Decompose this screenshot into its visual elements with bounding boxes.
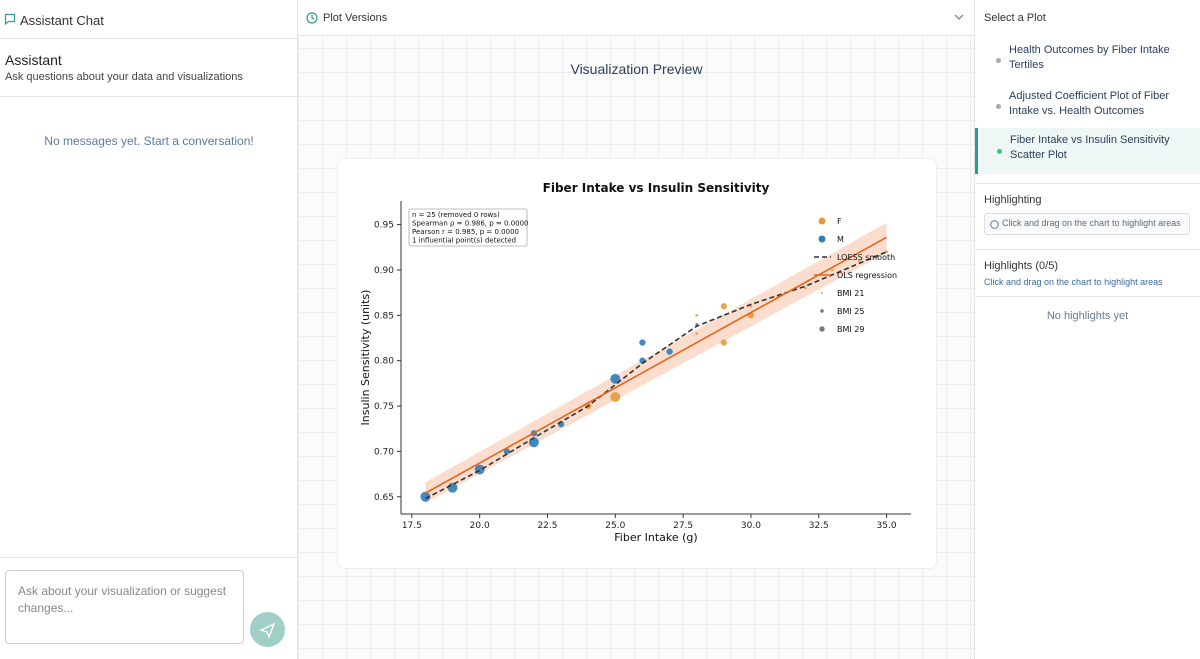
versions-header: Plot Versions	[323, 12, 388, 24]
data-point	[885, 250, 888, 254]
data-point	[830, 268, 834, 272]
legend-label: LOESS smooth	[837, 253, 895, 262]
plot-option[interactable]: Health Outcomes by Fiber Intake Tertiles	[975, 38, 1200, 82]
chevron	[954, 14, 964, 20]
y-tick-label: 0.80	[374, 357, 394, 367]
send-icon	[259, 622, 276, 639]
legend-size-marker	[819, 326, 825, 332]
y-tick-label: 0.85	[374, 311, 394, 321]
annotation-text: Pearson r = 0.985, p = 0.0000	[412, 228, 519, 236]
annotation-box	[408, 208, 528, 247]
message-input[interactable]: Ask about your visualization or suggest …	[5, 570, 244, 644]
trend-line	[425, 236, 887, 494]
legend-marker	[818, 217, 826, 225]
x-tick-label: 22.5	[537, 521, 557, 531]
legend-size-marker	[821, 292, 823, 294]
x-tick-label: 25.0	[605, 521, 625, 531]
legend-label: BMI 25	[837, 307, 864, 316]
chat-panel: Assistant Chat Assistant Ask questions a…	[0, 0, 298, 659]
data-point	[695, 323, 699, 326]
data-point	[610, 373, 621, 384]
confidence-band	[425, 222, 887, 504]
highlighting-hint: Click and drag on the chart to highlight…	[1002, 218, 1181, 228]
x-tick-label: 32.5	[809, 521, 829, 531]
x-tick-label: 35.0	[877, 521, 897, 531]
highlighting-hint-box: Click and drag on the chart to highlight…	[984, 213, 1190, 235]
data-point	[803, 286, 807, 290]
data-point	[447, 482, 458, 493]
status-dot	[996, 104, 1001, 109]
legend-label: BMI 21	[837, 289, 864, 298]
data-point	[695, 313, 699, 317]
y-axis-label: Insulin Sensitivity (units)	[359, 290, 372, 426]
chart-card: Fiber Intake vs Insulin Sensitivity 17.5 2…	[337, 158, 937, 569]
legend-label: F	[837, 217, 842, 226]
y-tick-label: 0.90	[374, 266, 394, 276]
y-tick-label: 0.75	[374, 402, 394, 412]
chart: Fiber Intake vs Insulin Sensitivity 17.5 2…	[359, 181, 911, 544]
highlights-title: Highlights (0/5)	[984, 260, 1058, 272]
data-point	[720, 339, 727, 346]
assistant-subtitle: Ask questions about your data and visual…	[5, 71, 243, 83]
annotation-text: n = 25 (removed 0 rows)	[412, 211, 500, 219]
x-axis-label: Fiber Intake (g)	[614, 531, 697, 544]
highlights-hint: Click and drag on the chart to highlight…	[984, 277, 1163, 287]
selector-title: Select a Plot	[984, 12, 1046, 24]
data-point	[503, 448, 510, 455]
info-icon	[990, 220, 999, 229]
preview-panel: Plot Versions Visualization Preview Fibe…	[298, 0, 975, 659]
assistant-title: Assistant	[5, 52, 62, 68]
data-point	[610, 392, 621, 402]
x-tick-label: 30.0	[741, 521, 761, 531]
empty-message: No messages yet. Start a conversation!	[44, 134, 254, 148]
plot-selector: Select a Plot Health Outcomes by Fiber I…	[975, 0, 1200, 659]
annotation-text: Spearman ρ = 0.986, p = 0.0000	[412, 220, 529, 228]
data-point	[639, 339, 646, 346]
status-dot	[997, 149, 1002, 154]
plot-name: Adjusted Coefficient Plot of Fiber Intak…	[1009, 90, 1169, 117]
chart-title: Fiber Intake vs Insulin Sensitivity	[543, 181, 770, 195]
plot-name: Fiber Intake vs Insulin Sensitivity Scat…	[1010, 134, 1170, 161]
annotation-text: 1 influential point(s) detected	[412, 237, 516, 245]
legend-label: OLS regression	[837, 271, 897, 280]
x-tick-label: 27.5	[673, 521, 693, 531]
data-point	[695, 332, 699, 335]
legend-label: M	[837, 235, 844, 244]
plot-name: Health Outcomes by Fiber Intake Tertiles	[1009, 44, 1170, 71]
highlighting-title: Highlighting	[984, 194, 1042, 206]
status-dot	[996, 58, 1001, 63]
y-tick-label: 0.70	[374, 447, 394, 457]
legend-label: BMI 29	[837, 325, 864, 334]
panel-header: Assistant Chat	[20, 13, 104, 28]
x-tick-label: 17.5	[402, 521, 422, 531]
data-point	[858, 259, 861, 263]
data-point	[528, 437, 539, 448]
highlights-empty: No highlights yet	[1046, 310, 1129, 322]
y-tick-label: 0.95	[374, 221, 394, 231]
plot-option[interactable]: Fiber Intake vs Insulin Sensitivity Scat…	[975, 128, 1200, 174]
data-point	[666, 348, 673, 355]
x-tick-label: 20.0	[470, 521, 490, 531]
data-point	[720, 303, 727, 310]
data-point	[749, 304, 753, 308]
chat-icon	[4, 13, 16, 25]
y-tick-label: 0.65	[374, 493, 394, 503]
plot-option[interactable]: Adjusted Coefficient Plot of Fiber Intak…	[975, 84, 1200, 128]
legend-size-marker	[820, 309, 824, 313]
preview-title: Visualization Preview	[570, 61, 703, 77]
legend-marker	[818, 235, 826, 243]
versions-bar[interactable]: Plot Versions	[298, 0, 974, 36]
clock-icon	[306, 12, 318, 24]
send-button[interactable]	[250, 612, 285, 647]
data-point	[420, 491, 431, 502]
